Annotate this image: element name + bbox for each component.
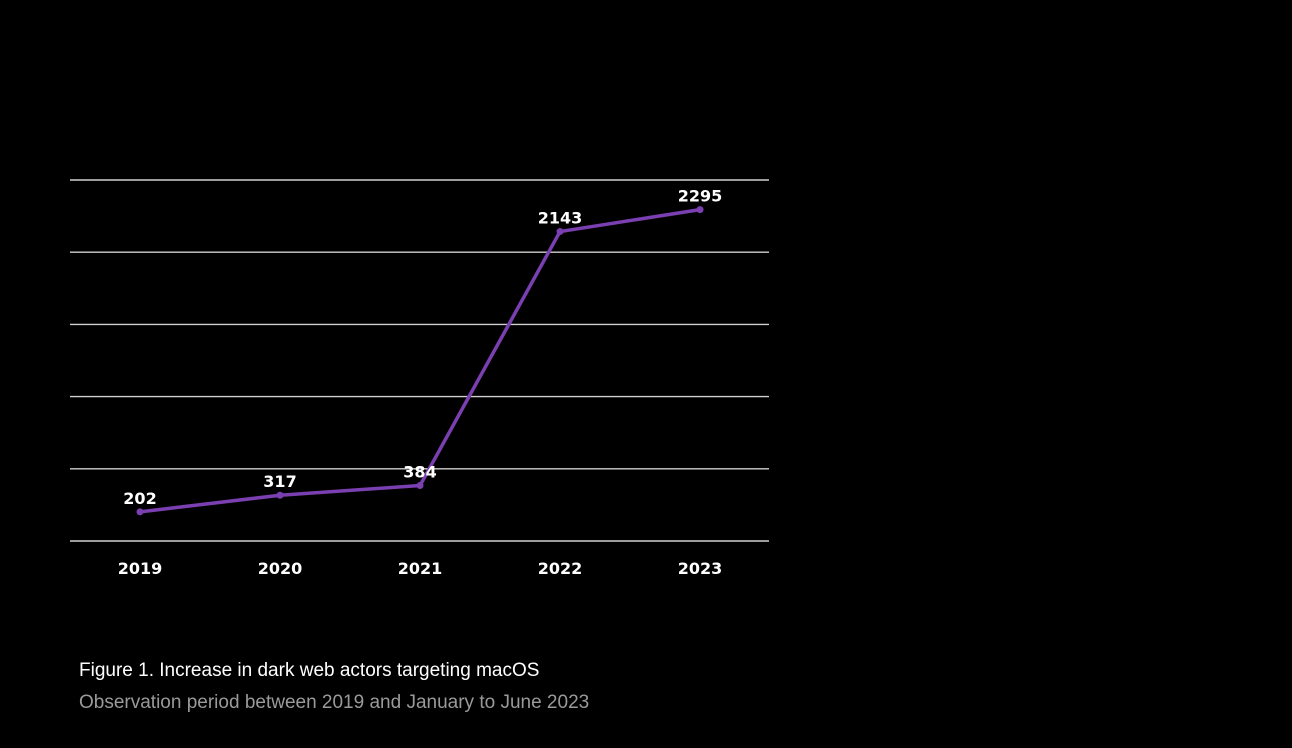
data-point <box>556 228 564 236</box>
data-label: 2295 <box>678 187 723 206</box>
data-label: 2143 <box>538 209 583 228</box>
figure-title: Figure 1. Increase in dark web actors ta… <box>79 660 540 681</box>
x-tick-label: 2019 <box>118 559 163 578</box>
data-point <box>416 482 424 490</box>
x-tick-label: 2023 <box>678 559 723 578</box>
data-label: 317 <box>263 472 296 491</box>
x-axis-ticks: 2019 2020 2021 2022 2023 <box>118 559 723 578</box>
gridlines <box>70 179 769 542</box>
figure-subtitle: Observation period between 2019 and Janu… <box>79 692 590 713</box>
x-tick-label: 2021 <box>398 559 443 578</box>
x-tick-label: 2020 <box>258 559 303 578</box>
data-point <box>696 206 704 214</box>
data-points <box>136 206 704 516</box>
data-label: 384 <box>403 463 436 482</box>
line-chart: 202 317 384 2143 2295 2019 2020 2021 2022 2023 <box>70 179 769 578</box>
data-label: 202 <box>123 489 156 508</box>
x-tick-label: 2022 <box>538 559 583 578</box>
figure-caption: Figure 1. Increase in dark web actors ta… <box>79 658 979 716</box>
data-point <box>136 508 144 516</box>
data-point <box>276 491 284 499</box>
data-labels: 202 317 384 2143 2295 <box>123 187 722 508</box>
